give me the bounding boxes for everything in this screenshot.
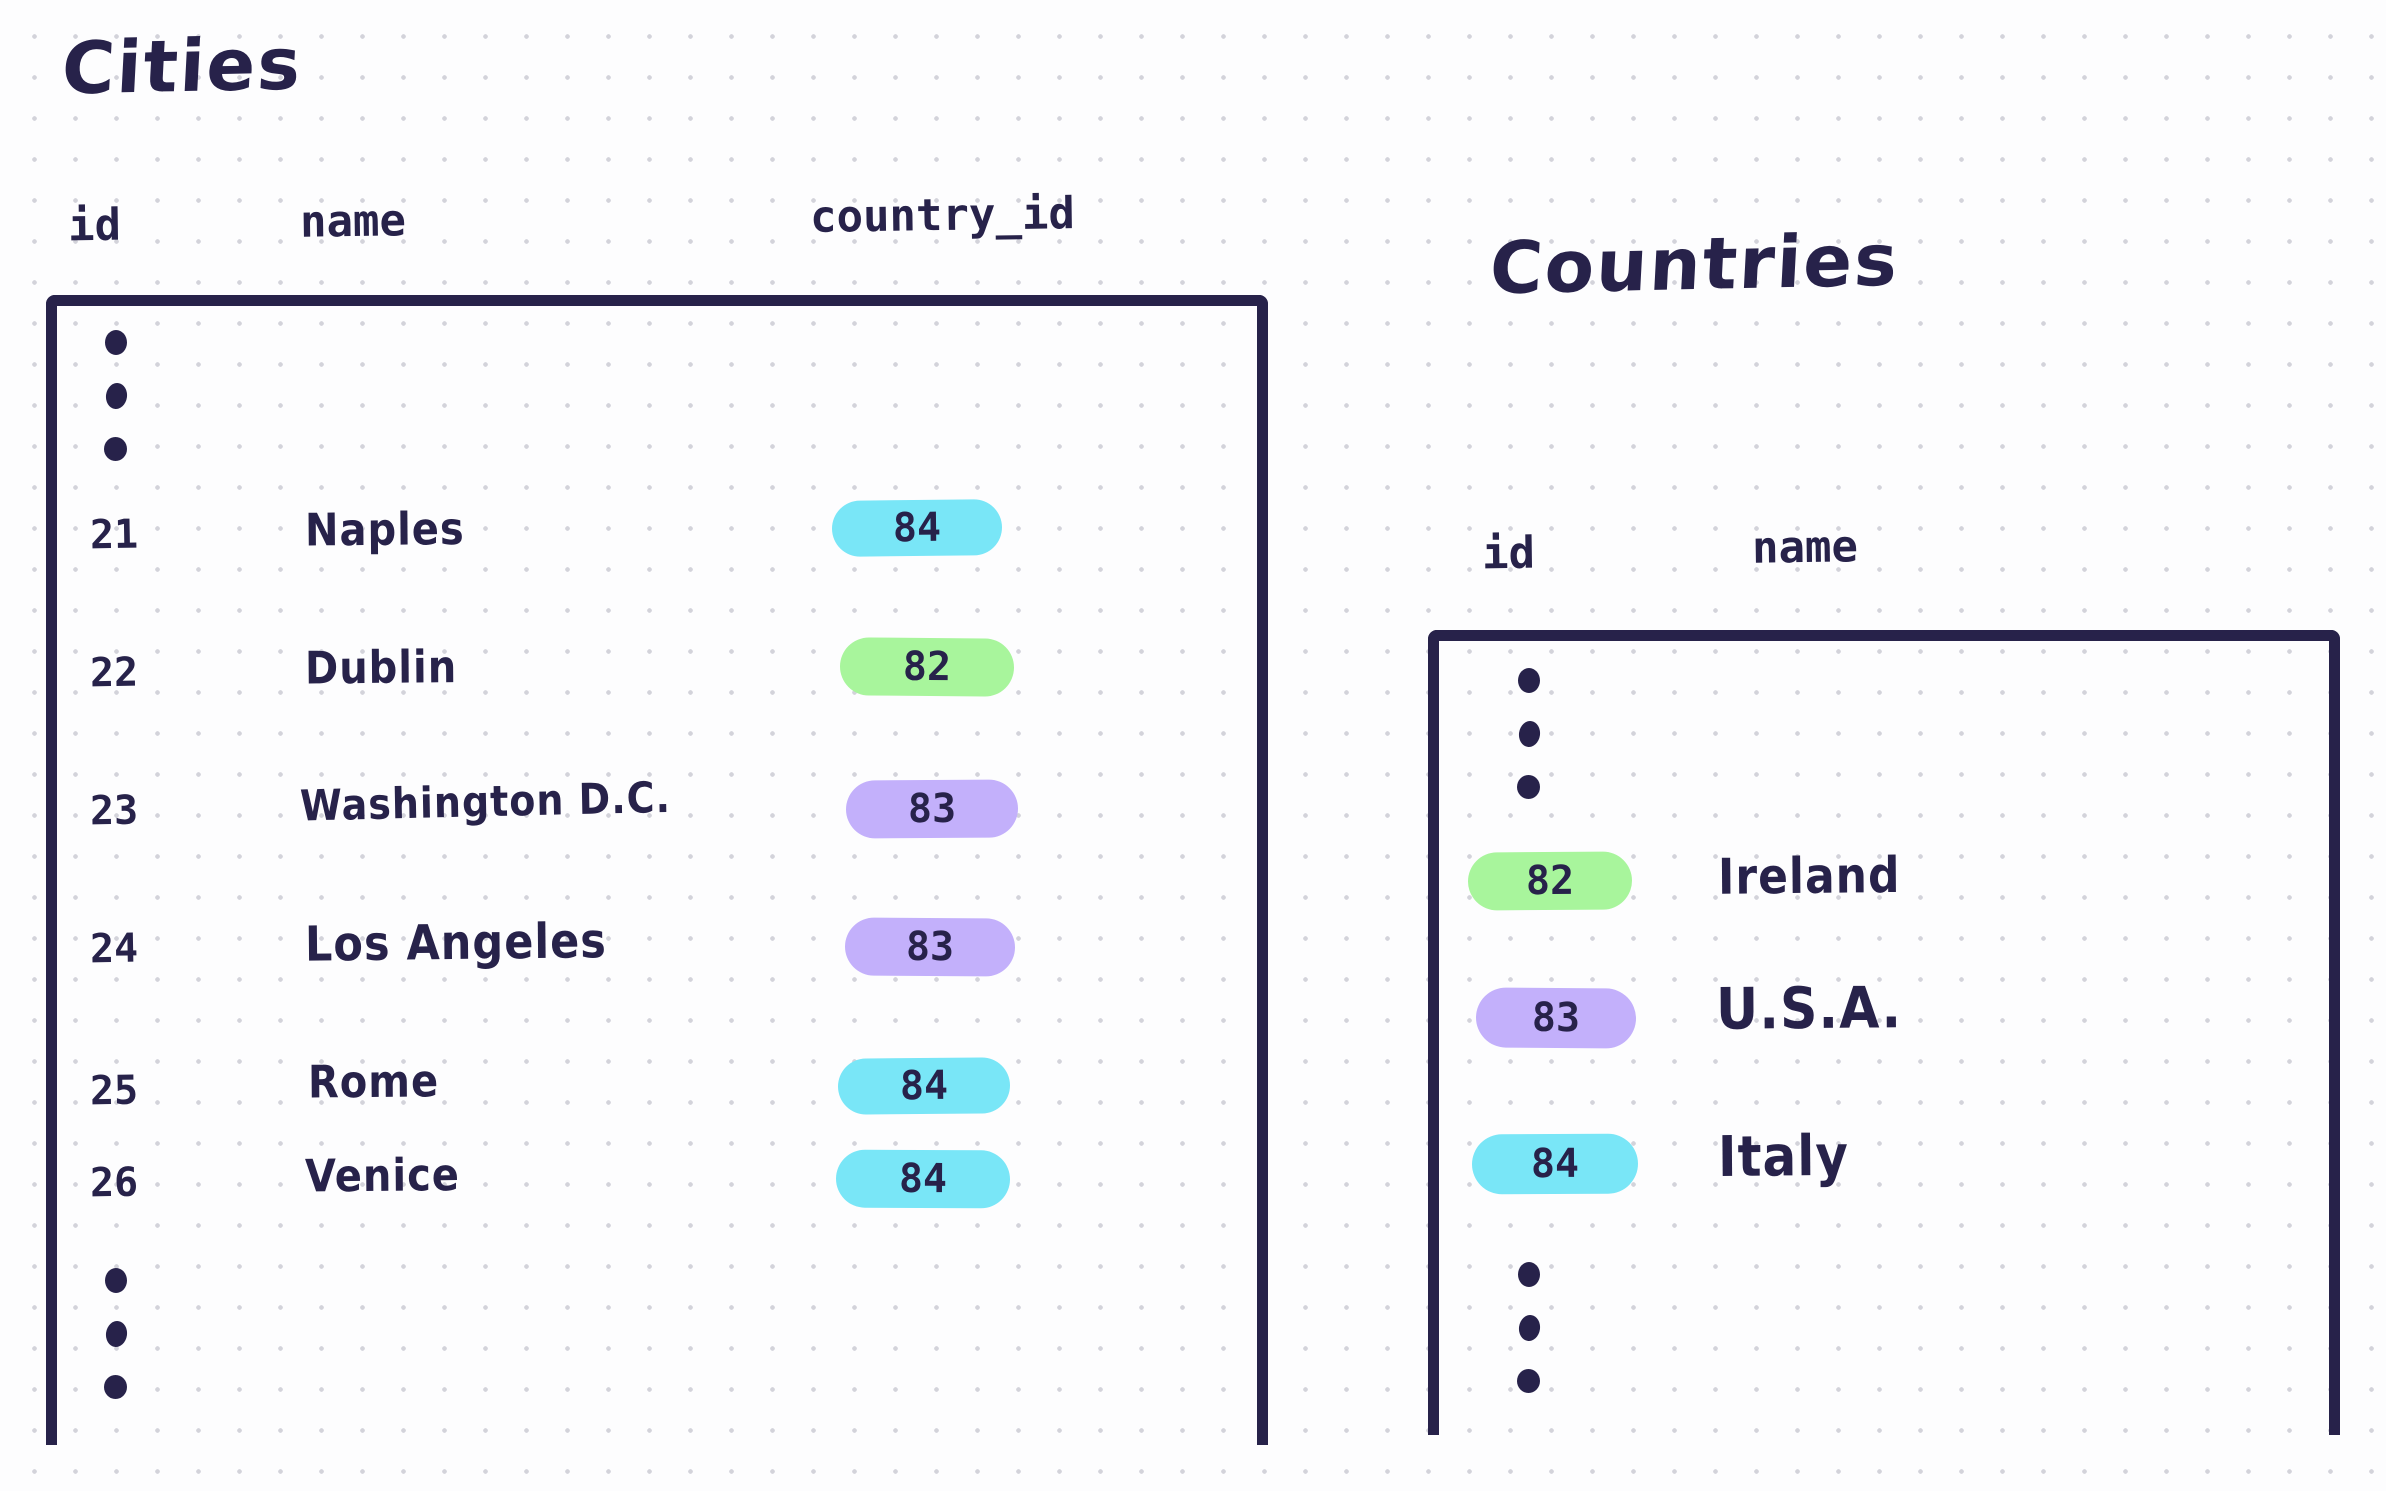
cities-cell-country-id-pill: 84	[831, 499, 1003, 557]
ellipsis-dot	[1517, 719, 1542, 749]
cities-cell-name: Dublin	[304, 641, 458, 695]
cities-cell-id: 25	[89, 1067, 139, 1115]
ellipsis-dot	[1517, 775, 1540, 799]
countries-cell-id-pill: 84	[1471, 1133, 1639, 1195]
countries-cell-name: Ireland	[1717, 847, 1901, 907]
cities-column-header-country-id: country_id	[809, 188, 1076, 243]
ellipsis-dot	[105, 1268, 127, 1293]
ellipsis-dot	[104, 437, 127, 461]
cities-cell-country-id-pill: 83	[845, 779, 1019, 839]
cities-trailing-ellipsis	[104, 1268, 129, 1399]
cities-cell-country-id-pill: 84	[837, 1057, 1011, 1115]
ellipsis-dot	[104, 1375, 127, 1399]
cities-cell-country-id-pill: 84	[835, 1149, 1011, 1209]
cities-table-frame	[46, 295, 1268, 1445]
ellipsis-dot	[105, 330, 127, 355]
ellipsis-dot	[1518, 668, 1540, 693]
cities-cell-name: Rome	[307, 1055, 440, 1109]
countries-leading-ellipsis	[1517, 668, 1542, 799]
countries-column-header-name: name	[1751, 521, 1859, 574]
cities-cell-name: Los Angeles	[304, 913, 608, 973]
countries-cell-id-pill: 82	[1467, 851, 1633, 911]
cities-cell-name: Washington D.C.	[299, 772, 672, 831]
cities-cell-name: Naples	[304, 503, 465, 557]
countries-cell-name: U.S.A.	[1715, 975, 1903, 1043]
countries-table-title: Countries	[1487, 217, 1902, 311]
cities-cell-id: 26	[89, 1159, 139, 1207]
ellipsis-dot	[1517, 1369, 1540, 1393]
cities-table-title: Cities	[59, 21, 305, 111]
cities-cell-name: Venice	[304, 1149, 461, 1203]
ellipsis-dot	[104, 1319, 129, 1349]
cities-cell-id: 21	[89, 511, 139, 559]
countries-trailing-ellipsis	[1517, 1262, 1542, 1393]
cities-cell-country-id-pill: 83	[844, 917, 1016, 977]
ellipsis-dot	[1518, 1262, 1540, 1287]
cities-column-header-name: name	[299, 195, 407, 248]
countries-cell-id-pill: 83	[1475, 987, 1637, 1049]
countries-column-header-id: id	[1481, 527, 1536, 580]
ellipsis-dot	[104, 381, 129, 411]
ellipsis-dot	[1517, 1313, 1542, 1343]
cities-cell-id: 22	[89, 649, 139, 697]
cities-cell-id: 24	[89, 925, 139, 973]
cities-leading-ellipsis	[104, 330, 129, 461]
countries-cell-name: Italy	[1717, 1123, 1850, 1190]
cities-cell-country-id-pill: 82	[839, 637, 1015, 697]
cities-cell-id: 23	[89, 787, 139, 835]
cities-column-header-id: id	[67, 199, 122, 252]
